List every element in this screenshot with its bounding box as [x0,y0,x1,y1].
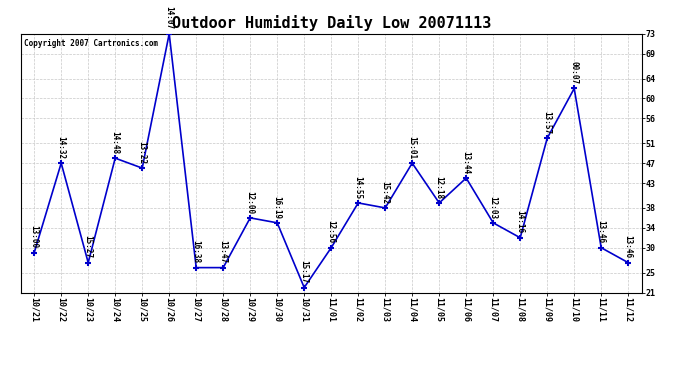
Text: 13:46: 13:46 [624,236,633,258]
Text: 15:17: 15:17 [299,260,308,284]
Title: Outdoor Humidity Daily Low 20071113: Outdoor Humidity Daily Low 20071113 [172,15,491,31]
Text: 12:03: 12:03 [489,195,497,219]
Text: 13:57: 13:57 [543,111,552,134]
Text: 15:42: 15:42 [381,181,390,204]
Text: 13:22: 13:22 [138,141,147,164]
Text: 16:38: 16:38 [192,240,201,264]
Text: 00:07: 00:07 [570,61,579,84]
Text: 14:07: 14:07 [165,6,174,30]
Text: 15:01: 15:01 [408,136,417,159]
Text: 14:32: 14:32 [57,136,66,159]
Text: 12:00: 12:00 [246,190,255,214]
Text: 14:48: 14:48 [110,131,119,154]
Text: 12:18: 12:18 [435,176,444,199]
Text: Copyright 2007 Cartronics.com: Copyright 2007 Cartronics.com [23,39,158,48]
Text: 12:56: 12:56 [326,220,336,243]
Text: 13:44: 13:44 [462,151,471,174]
Text: 13:00: 13:00 [30,225,39,249]
Text: 15:27: 15:27 [83,236,92,258]
Text: 13:47: 13:47 [219,240,228,264]
Text: 16:19: 16:19 [273,195,282,219]
Text: 14:55: 14:55 [354,176,363,199]
Text: 13:46: 13:46 [597,220,606,243]
Text: 14:16: 14:16 [515,210,524,234]
